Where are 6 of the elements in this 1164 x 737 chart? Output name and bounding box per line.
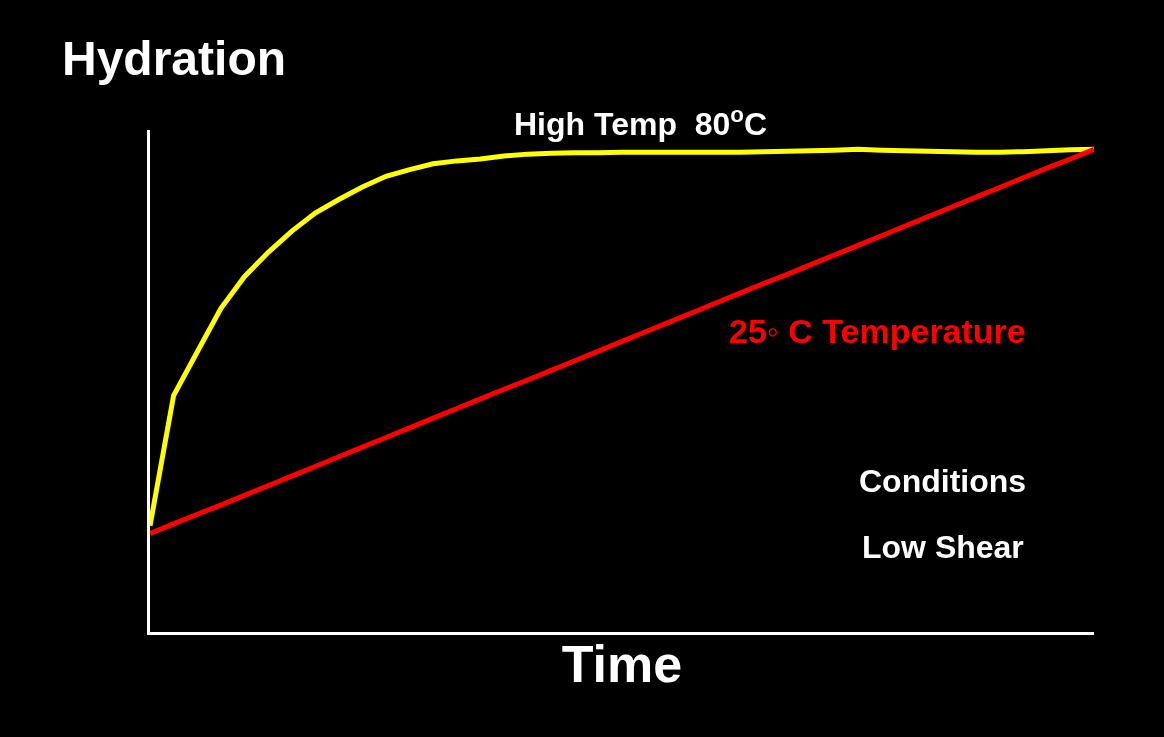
- y-axis-title: Hydration: [62, 32, 287, 85]
- x-axis-title: Time: [561, 635, 683, 694]
- annotation: Conditions: [859, 463, 1027, 499]
- annotation: Low Shear: [862, 529, 1024, 565]
- series-label: 25◦ C Temperature: [729, 312, 1026, 350]
- series-label: High Temp 80$^{o}$C: [514, 102, 768, 143]
